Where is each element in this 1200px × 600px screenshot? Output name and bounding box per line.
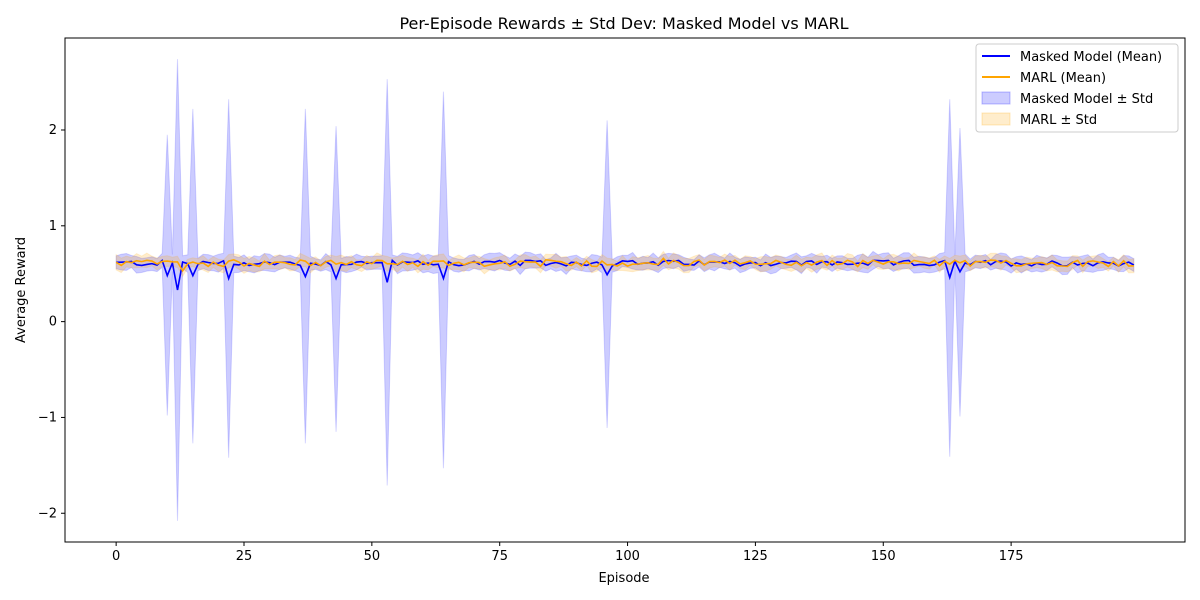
legend-label-masked-mean: Masked Model (Mean)	[1020, 50, 1162, 65]
y-axis: −2 −1 0 1 2	[38, 123, 65, 521]
plot-area	[115, 59, 1135, 521]
legend-swatch-masked-band	[981, 91, 1011, 105]
marl-mean-line	[115, 257, 1134, 273]
x-tick-label: 175	[999, 549, 1024, 564]
legend: Masked Model (Mean) MARL (Mean) Masked M…	[975, 43, 1179, 133]
legend-label-marl-mean: MARL (Mean)	[1020, 71, 1106, 86]
legend-box	[975, 43, 1179, 133]
chart-title: Per-Episode Rewards ± Std Dev: Masked Mo…	[399, 14, 848, 33]
y-tick-label: 1	[49, 219, 57, 234]
masked-model-mean-line	[116, 258, 1135, 291]
y-tick-label: −1	[38, 410, 57, 425]
legend-swatch-marl-band	[981, 112, 1011, 126]
legend-label-masked-std: Masked Model ± Std	[1020, 92, 1153, 107]
x-tick-label: 75	[491, 549, 508, 564]
x-tick-label: 100	[615, 549, 640, 564]
x-tick-label: 125	[743, 549, 768, 564]
y-tick-label: 2	[49, 123, 57, 138]
x-axis-label: Episode	[598, 571, 649, 586]
plot-frame	[64, 37, 1186, 543]
y-tick-label: 0	[49, 315, 57, 330]
x-tick-label: 0	[112, 549, 120, 564]
legend-label-marl-std: MARL ± Std	[1020, 113, 1097, 128]
x-tick-label: 150	[871, 549, 896, 564]
x-tick-label: 50	[364, 549, 381, 564]
x-tick-label: 25	[236, 549, 253, 564]
y-axis-label: Average Reward	[14, 237, 29, 343]
y-tick-label: −2	[38, 506, 57, 521]
x-axis: 0 25 50 75 100 125 150 175	[112, 542, 1024, 564]
masked-model-std-band	[115, 59, 1135, 521]
